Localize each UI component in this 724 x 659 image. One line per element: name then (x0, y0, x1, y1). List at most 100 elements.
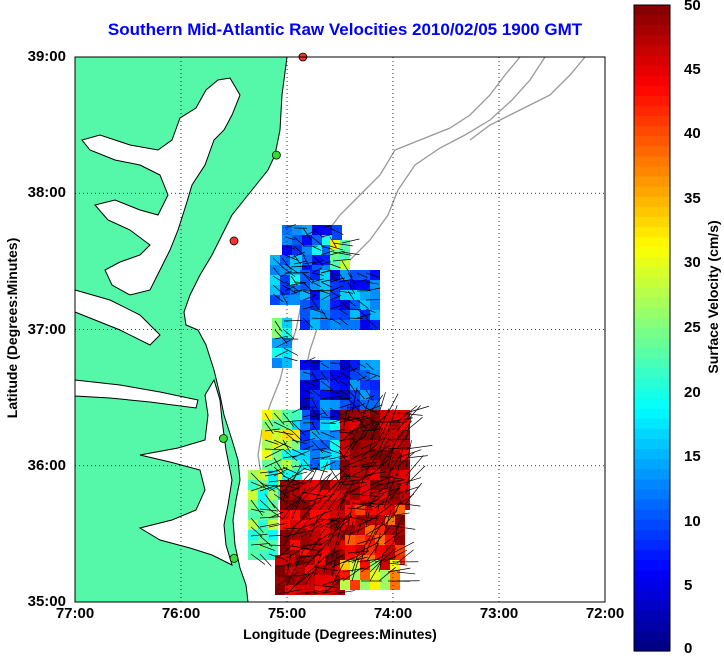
velocity-vector (293, 245, 306, 257)
velocity-vector (374, 503, 393, 518)
velocity-cell (340, 400, 350, 410)
velocity-vector (300, 466, 317, 484)
velocity-cell (360, 400, 370, 410)
colorbar-segment (634, 307, 670, 319)
velocity-cell (370, 480, 380, 490)
velocity-vector (320, 371, 330, 383)
velocity-vector (259, 508, 279, 512)
velocity-vector (259, 553, 272, 567)
velocity-vector (360, 543, 366, 564)
velocity-cell (258, 500, 268, 510)
velocity-cell (270, 275, 280, 285)
velocity-vector (302, 357, 316, 364)
velocity-cell (340, 360, 350, 370)
velocity-cell (292, 440, 302, 450)
velocity-cell (330, 440, 340, 450)
velocity-vector (259, 523, 280, 528)
velocity-vector (291, 493, 306, 503)
colorbar-tick-label: 20 (684, 383, 701, 401)
velocity-vector (405, 405, 421, 423)
velocity-vector (268, 553, 288, 561)
velocity-vector (405, 465, 426, 486)
velocity-vector (311, 299, 320, 311)
velocity-cell (290, 490, 300, 500)
velocity-vector (291, 404, 308, 414)
velocity-cell (385, 505, 395, 515)
velocity-cell (355, 505, 365, 515)
velocity-vector (405, 416, 412, 441)
bathymetry-contour (469, 56, 586, 141)
velocity-vector (338, 299, 350, 310)
colorbar-segment (634, 459, 670, 470)
plot-frame (74, 56, 606, 603)
velocity-vector (273, 468, 288, 477)
colorbar-segment (634, 570, 670, 581)
velocity-cell (272, 460, 282, 470)
velocity-vector (341, 260, 353, 278)
velocity-vector (284, 245, 295, 250)
velocity-vector (291, 497, 301, 520)
velocity-cell (302, 235, 312, 245)
velocity-cell (340, 410, 350, 420)
radar-station (229, 554, 239, 563)
velocity-cell (305, 555, 315, 565)
velocity-vector (332, 242, 353, 247)
colorbar-segment (634, 398, 670, 410)
velocity-cell (290, 530, 300, 540)
velocity-vector (378, 479, 406, 486)
velocity-cell (350, 580, 360, 590)
velocity-cell (355, 535, 365, 545)
velocity-vector (302, 414, 312, 418)
velocity-vector (347, 281, 356, 294)
velocity-vector (264, 439, 279, 445)
velocity-vector (309, 532, 331, 547)
velocity-cell (320, 320, 330, 330)
velocity-vector (250, 517, 264, 533)
velocity-vector (302, 389, 313, 395)
velocity-cell (290, 540, 300, 550)
colorbar-segment (634, 479, 670, 491)
velocity-vector (387, 460, 393, 486)
velocity-vector (396, 405, 418, 423)
velocity-cell (370, 470, 380, 480)
velocity-vector (264, 412, 274, 427)
velocity-cell (330, 390, 340, 400)
velocity-vector (347, 317, 363, 319)
colorbar-segment (634, 257, 670, 269)
velocity-cell (390, 440, 400, 450)
velocity-cell (322, 245, 332, 255)
velocity-cell (320, 460, 330, 470)
velocity-vector (365, 395, 375, 400)
velocity-vector (282, 474, 297, 493)
velocity-vector (365, 523, 385, 536)
velocity-vector (351, 426, 368, 450)
velocity-cell (350, 290, 360, 300)
velocity-cell (340, 380, 350, 390)
velocity-vector (360, 443, 378, 459)
velocity-cell (360, 370, 370, 380)
velocity-cell (350, 460, 360, 470)
velocity-vector (250, 508, 265, 513)
velocity-cell (258, 520, 268, 530)
velocity-cell (360, 410, 370, 420)
velocity-vector (320, 261, 332, 265)
velocity-vector (320, 362, 329, 369)
velocity-vector (300, 520, 324, 529)
velocity-cell (332, 225, 342, 235)
velocity-vector (300, 500, 321, 511)
velocity-cell (380, 490, 390, 500)
velocity-cell (345, 545, 355, 555)
velocity-cell (330, 540, 340, 550)
velocity-cell (315, 585, 325, 595)
colorbar-segment (634, 328, 670, 339)
velocity-vector (351, 554, 359, 573)
colorbar-tick-label: 10 (684, 512, 701, 530)
velocity-vector (250, 481, 270, 490)
velocity-vector (356, 536, 382, 545)
velocity-vector (369, 420, 381, 441)
velocity-vector (320, 308, 328, 320)
colorbar-frame (633, 4, 671, 652)
velocity-cell (258, 490, 268, 500)
velocity-cell (248, 490, 258, 500)
